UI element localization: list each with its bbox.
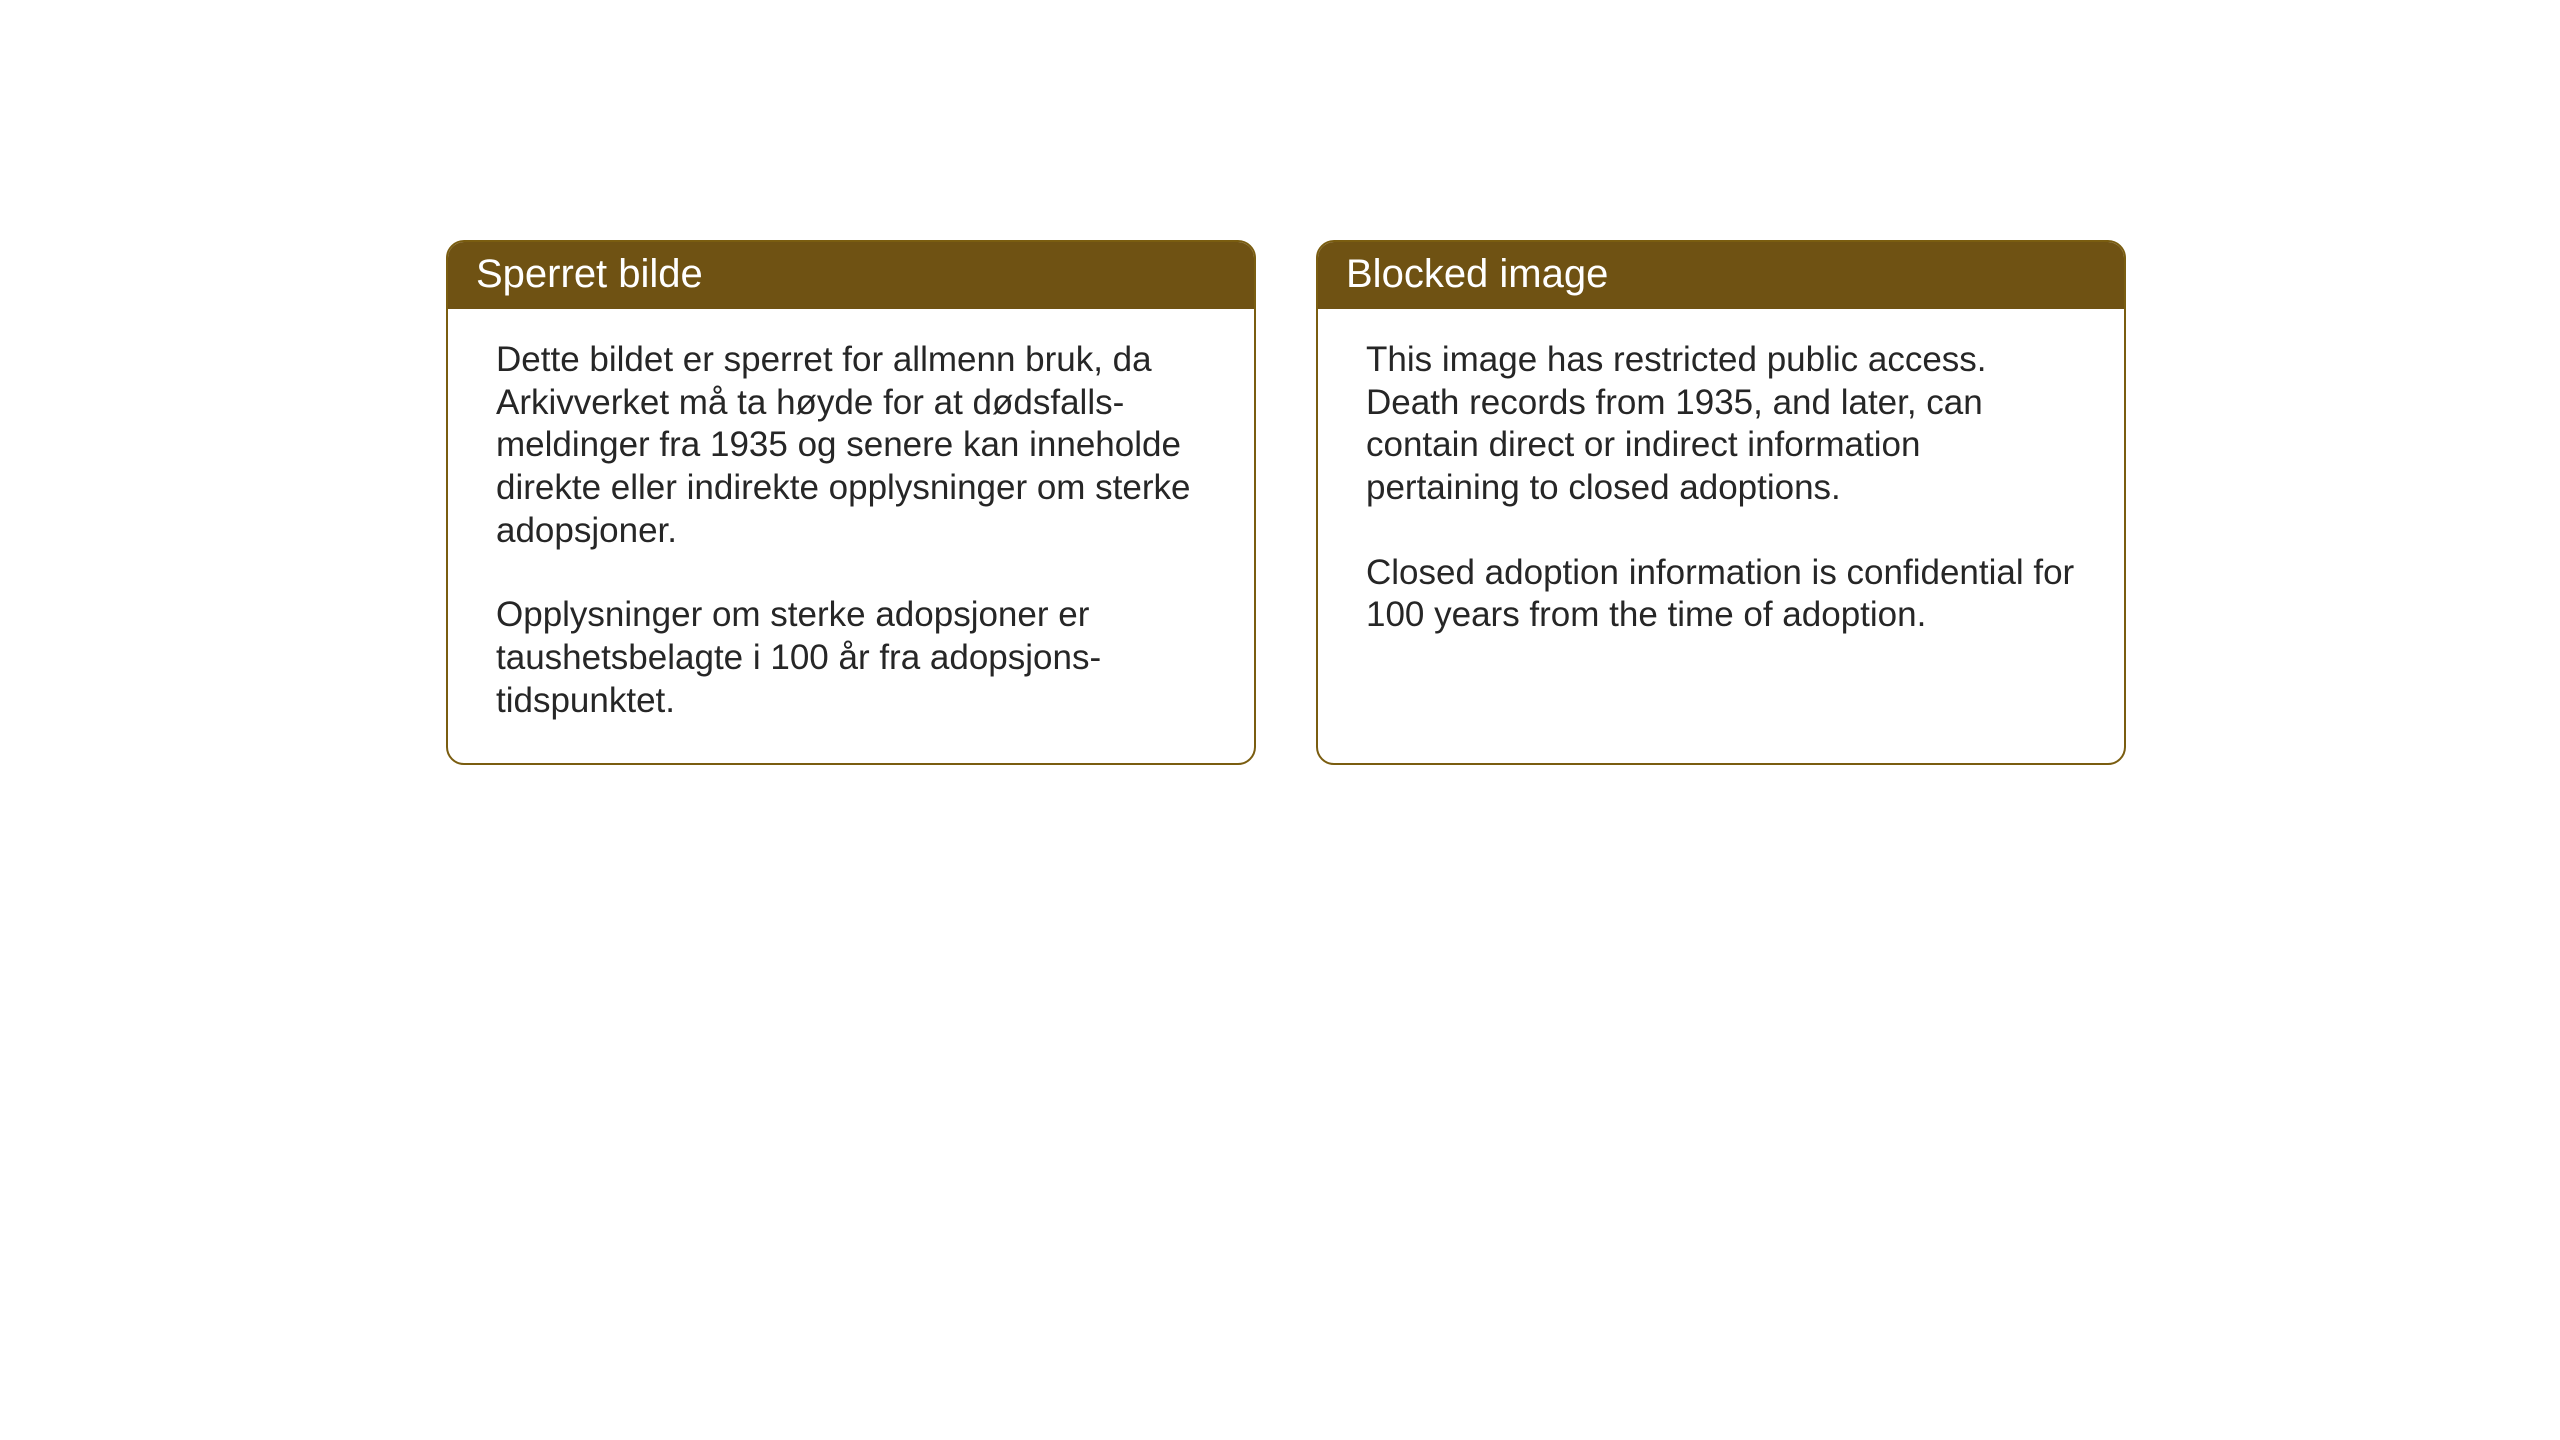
- card-title: Blocked image: [1346, 252, 1608, 296]
- notice-card-norwegian: Sperret bilde Dette bildet er sperret fo…: [446, 240, 1256, 765]
- notice-card-english: Blocked image This image has restricted …: [1316, 240, 2126, 765]
- card-body: This image has restricted public access.…: [1318, 309, 2124, 709]
- card-header: Blocked image: [1318, 242, 2124, 309]
- card-paragraph-2: Opplysninger om sterke adopsjoner er tau…: [496, 594, 1206, 722]
- card-paragraph-1: Dette bildet er sperret for allmenn bruk…: [496, 339, 1206, 552]
- card-paragraph-2: Closed adoption information is confident…: [1366, 552, 2076, 637]
- card-header: Sperret bilde: [448, 242, 1254, 309]
- card-body: Dette bildet er sperret for allmenn bruk…: [448, 309, 1254, 763]
- notice-cards-container: Sperret bilde Dette bildet er sperret fo…: [446, 240, 2126, 765]
- card-title: Sperret bilde: [476, 252, 703, 296]
- card-paragraph-1: This image has restricted public access.…: [1366, 339, 2076, 510]
